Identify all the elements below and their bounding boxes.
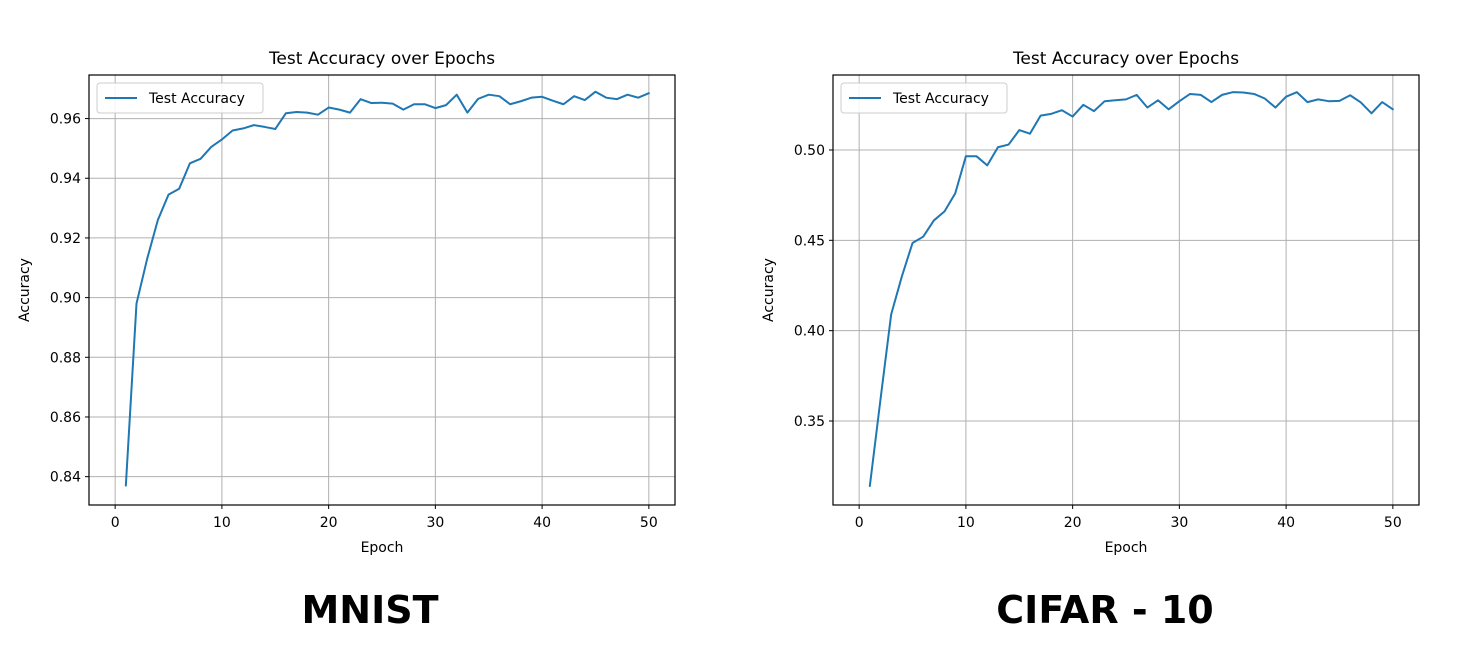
y-tick-label: 0.35 (794, 414, 825, 430)
series-line (124, 90, 650, 487)
chart-title: Test Accuracy over Epochs (1012, 49, 1239, 69)
x-tick-label: 20 (1064, 515, 1082, 531)
y-tick-label: 0.94 (50, 171, 81, 187)
plot-frame (88, 74, 676, 506)
charts-canvas: 0 10 20 30 40 50 0.84 0.86 0.88 0.90 0.92 0.94 0.96 T… (17, 49, 1420, 556)
x-axis-label: Epoch (1105, 540, 1148, 556)
y-tick-label: 0.45 (794, 233, 825, 249)
y-tick-label: 0.92 (50, 231, 81, 247)
legend-label: Test Accuracy (892, 91, 989, 107)
x-tick-label: 30 (1170, 515, 1188, 531)
x-tick-label: 40 (533, 515, 551, 531)
cifar10-caption: CIFAR - 10 (996, 588, 1214, 632)
y-tick-label: 0.84 (50, 470, 81, 486)
y-tick-label: 0.96 (50, 112, 81, 128)
y-axis-label: Accuracy (761, 258, 777, 322)
chart-title: Test Accuracy over Epochs (268, 49, 495, 69)
cifar10-chart: 0 10 20 30 40 50 0.35 0.40 0.45 0.50 Test Accuracy… (761, 49, 1420, 556)
y-tick-label: 0.90 (50, 291, 81, 307)
legend-label: Test Accuracy (148, 91, 245, 107)
x-tick-label: 0 (111, 515, 120, 531)
y-tick-label: 0.86 (50, 410, 81, 426)
x-tick-label: 10 (957, 515, 975, 531)
mnist-chart: 0 10 20 30 40 50 0.84 0.86 0.88 0.90 0.92 0.94 0.96 T… (17, 49, 676, 556)
y-tick-label: 0.50 (794, 143, 825, 159)
plot-frame (832, 74, 1420, 506)
x-tick-label: 40 (1277, 515, 1295, 531)
x-axis-label: Epoch (361, 540, 404, 556)
x-tick-label: 10 (213, 515, 231, 531)
series-line (868, 91, 1394, 488)
x-tick-label: 20 (320, 515, 338, 531)
x-tick-label: 0 (855, 515, 864, 531)
x-tick-label: 50 (1384, 515, 1402, 531)
y-axis-label: Accuracy (17, 258, 33, 322)
y-tick-label: 0.40 (794, 324, 825, 340)
legend-box (96, 82, 264, 114)
mnist-caption: MNIST (301, 588, 439, 632)
x-tick-label: 50 (640, 515, 658, 531)
y-tick-label: 0.88 (50, 350, 81, 366)
legend-box (840, 82, 1008, 114)
x-tick-label: 30 (426, 515, 444, 531)
